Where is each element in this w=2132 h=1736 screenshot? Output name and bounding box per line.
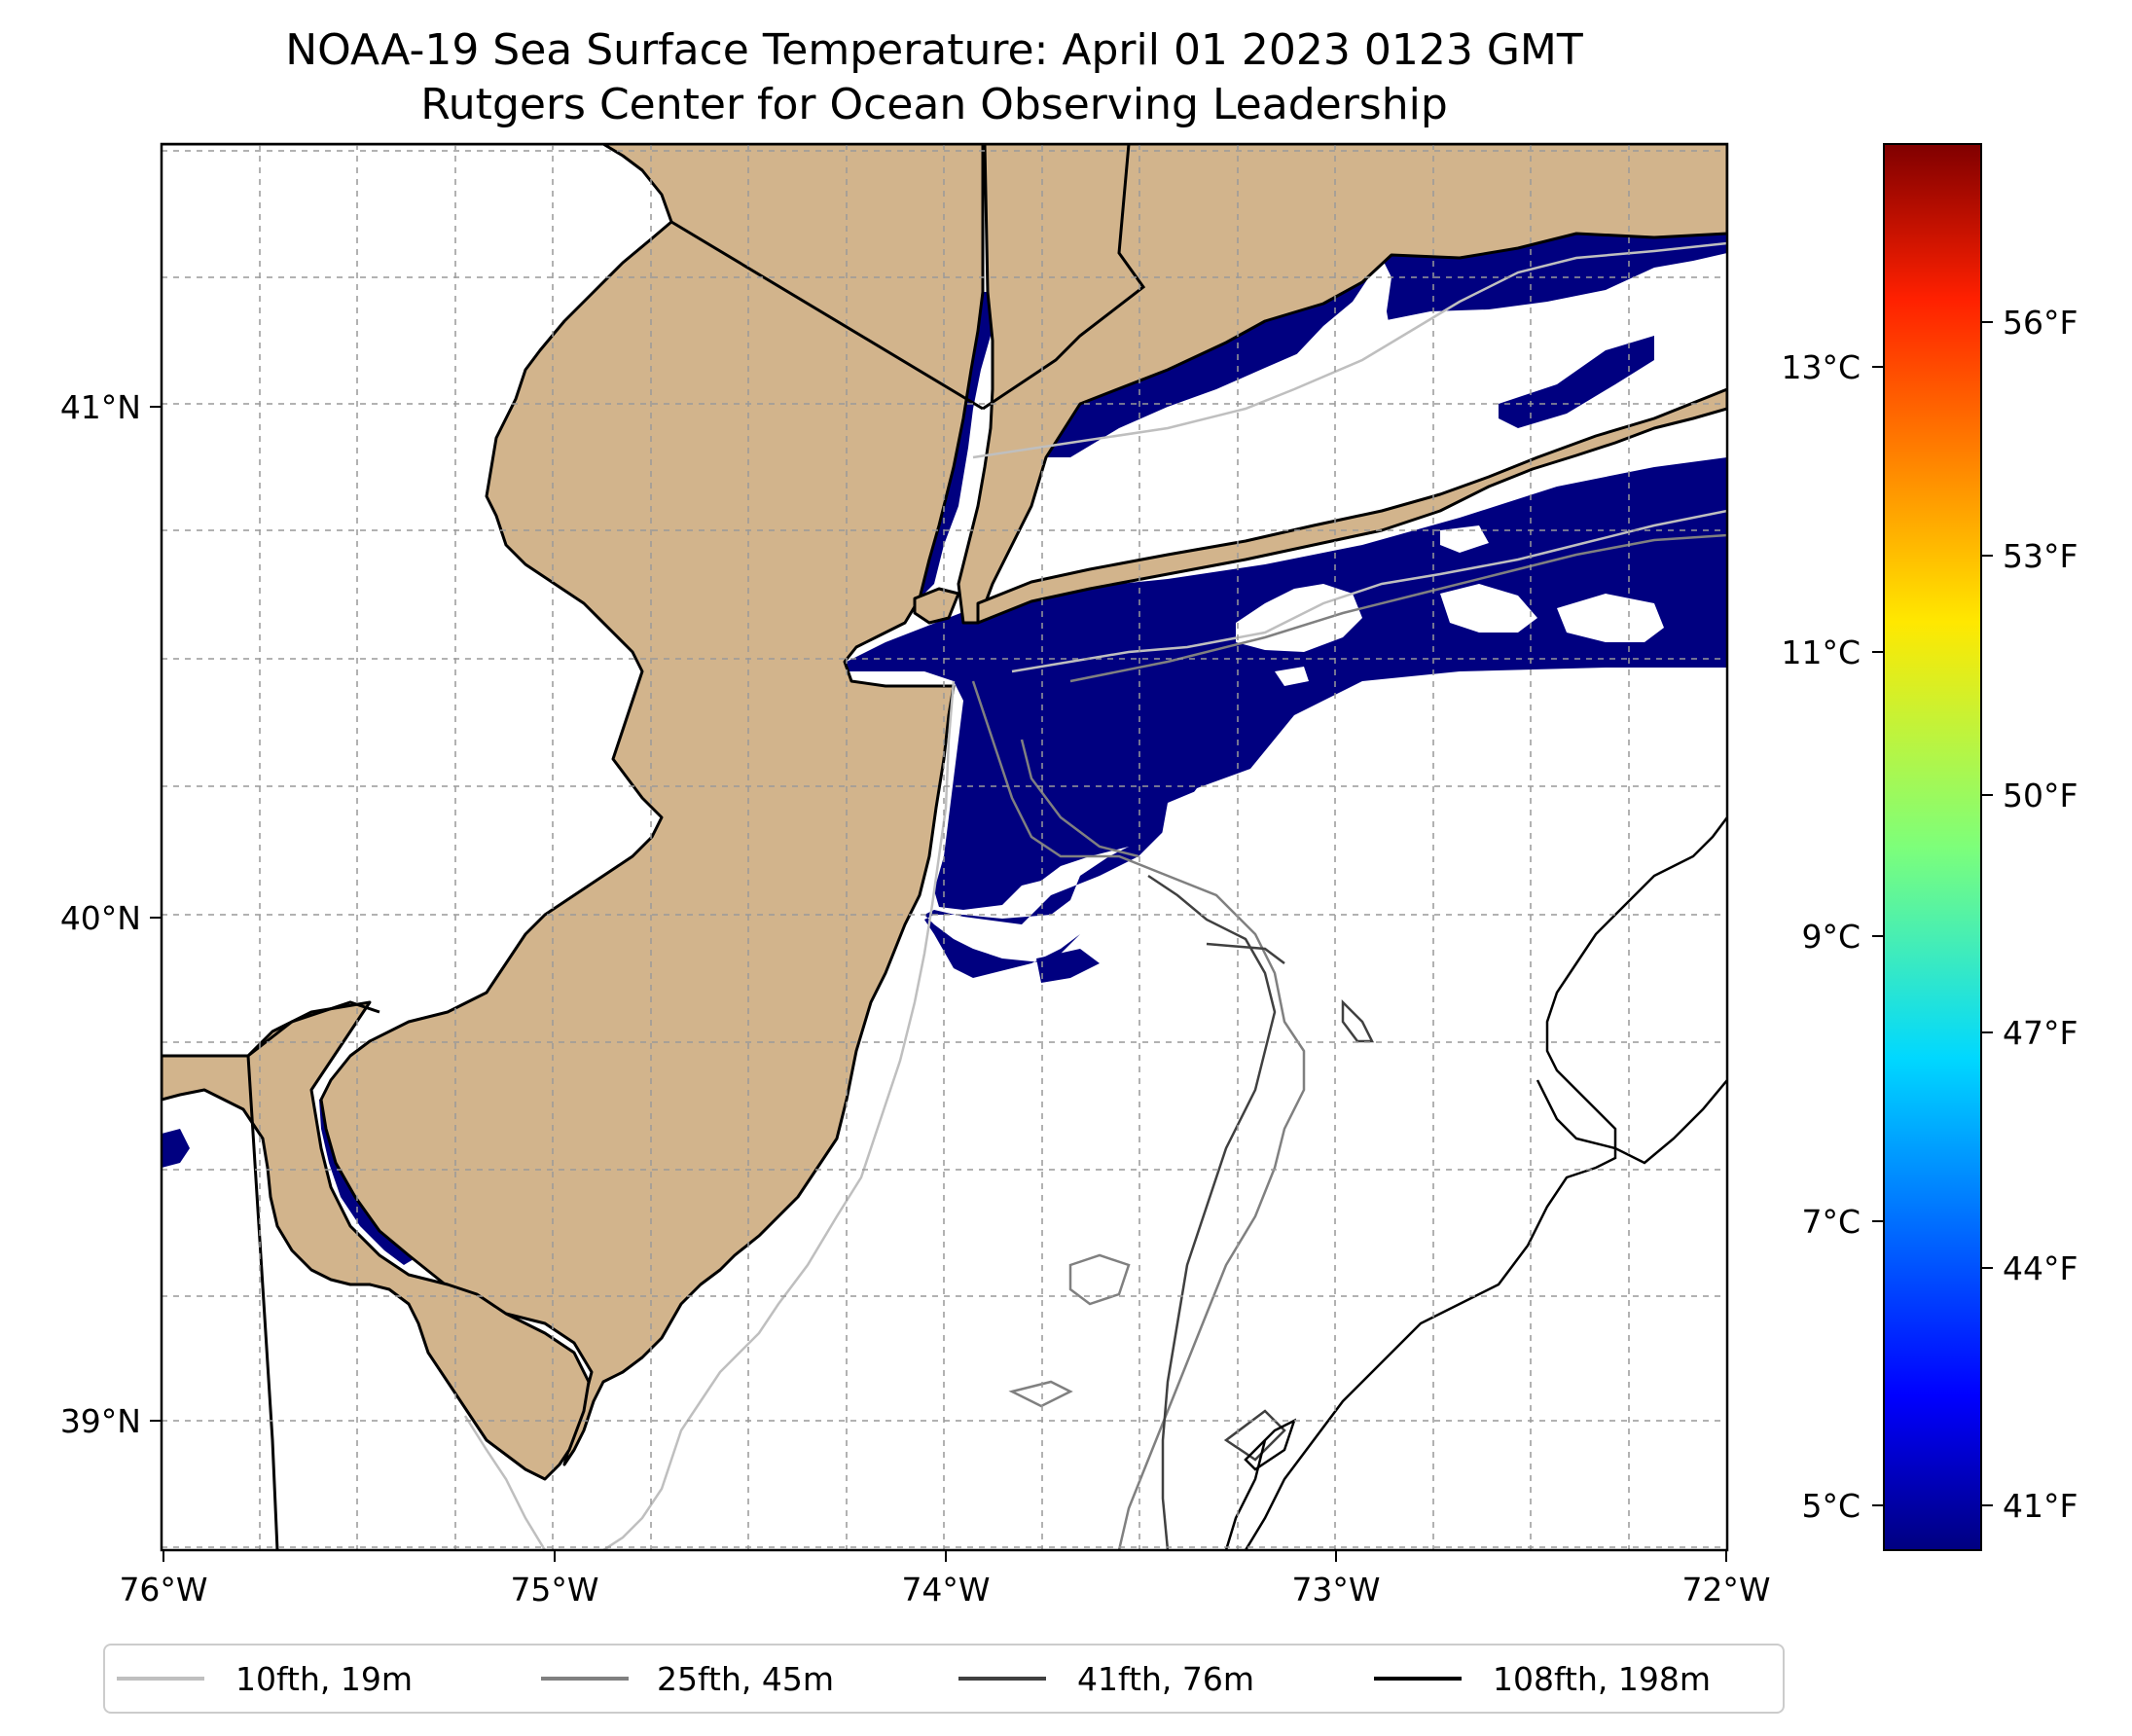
legend: 10fth, 19m 25fth, 45m 41fth, 76m 108fth,… (103, 1644, 1785, 1714)
celsius-tick-label: 7°C (1801, 1203, 1861, 1241)
y-tick-label: 39°N (60, 1402, 141, 1440)
sst-patch-south (1036, 949, 1100, 983)
fahrenheit-tick-label: 47°F (2003, 1014, 2078, 1052)
celsius-tick-label: 5°C (1801, 1487, 1861, 1525)
contour-41fth-c (1206, 942, 1285, 964)
contour-41fth-b (1341, 998, 1375, 1043)
fahrenheit-tick-label: 41°F (2003, 1487, 2078, 1525)
x-tick-label: 72°W (1681, 1571, 1770, 1609)
celsius-tick-label: 9°C (1801, 918, 1861, 956)
y-tick-label: 40°N (60, 899, 141, 937)
sst-patch-main (847, 457, 1727, 978)
land-delmarva (162, 1000, 591, 1481)
contour-10fth-d (1011, 509, 1727, 673)
contour-10fth (602, 680, 956, 1550)
gridlines (162, 144, 1727, 1550)
celsius-tick-label: 11°C (1781, 633, 1861, 671)
contour-108fth-c (1224, 1439, 1267, 1550)
legend-label-10fth: 10fth, 19m (235, 1660, 413, 1698)
legend-label-108fth: 108fth, 198m (1493, 1660, 1711, 1698)
fahrenheit-tick-label: 53°F (2003, 537, 2078, 575)
title-line-2: Rutgers Center for Ocean Observing Leade… (420, 80, 1448, 129)
title-line-1: NOAA-19 Sea Surface Temperature: April 0… (285, 25, 1583, 75)
contour-25fth-d (1068, 1253, 1131, 1306)
x-tick-label: 76°W (119, 1571, 207, 1609)
fahrenheit-tick-label: 50°F (2003, 777, 2078, 814)
axis-ticks (150, 406, 1727, 1562)
sst-coverage (162, 234, 1727, 1265)
colorbar: 13°C 11°C 9°C 7°C 5°C 56°F 53°F 50°F 47°… (1781, 143, 2078, 1551)
contour-25fth-e (1008, 1380, 1073, 1408)
contour-108fth-b (1536, 1079, 1727, 1165)
legend-label-41fth: 41fth, 76m (1077, 1660, 1254, 1698)
contour-41fth (1147, 874, 1277, 1550)
contour-25fth-b (1020, 739, 1139, 858)
colorbar-ticks (1872, 321, 1993, 1506)
contour-10fth-b (463, 1415, 547, 1550)
land-long-island (976, 387, 1727, 625)
sst-patch-peconic (1499, 336, 1654, 428)
sst-patch-hudson (920, 292, 994, 598)
x-tick-label: 75°W (510, 1571, 598, 1609)
x-tick-label: 73°W (1291, 1571, 1380, 1609)
fahrenheit-tick-label: 56°F (2003, 304, 2078, 342)
sst-patch-chesapeake (162, 1129, 190, 1168)
contour-25fth (971, 680, 1306, 1550)
contour-108fth (1244, 816, 1727, 1550)
cloud-gaps (1158, 258, 1664, 856)
colorbar-gradient (1883, 143, 1982, 1551)
land (162, 144, 1727, 1481)
map-frame (160, 142, 1729, 1552)
y-tick-label: 41°N (60, 388, 141, 426)
legend-label-25fth: 25fth, 45m (657, 1660, 834, 1698)
contour-10fth-c (972, 241, 1727, 459)
map-panel: 76°W 75°W 74°W 73°W 72°W 41°N 40°N 39°N (60, 142, 1771, 1609)
state-borders (162, 144, 1146, 1550)
sst-patch-long-island-sound (1046, 234, 1727, 457)
x-tick-label: 74°W (901, 1571, 990, 1609)
contour-108fth-d (1244, 1418, 1297, 1471)
fahrenheit-tick-label: 44°F (2003, 1249, 2078, 1287)
celsius-tick-label: 13°C (1781, 348, 1861, 386)
legend-box (103, 1644, 1785, 1714)
land-staten-island (913, 587, 960, 625)
